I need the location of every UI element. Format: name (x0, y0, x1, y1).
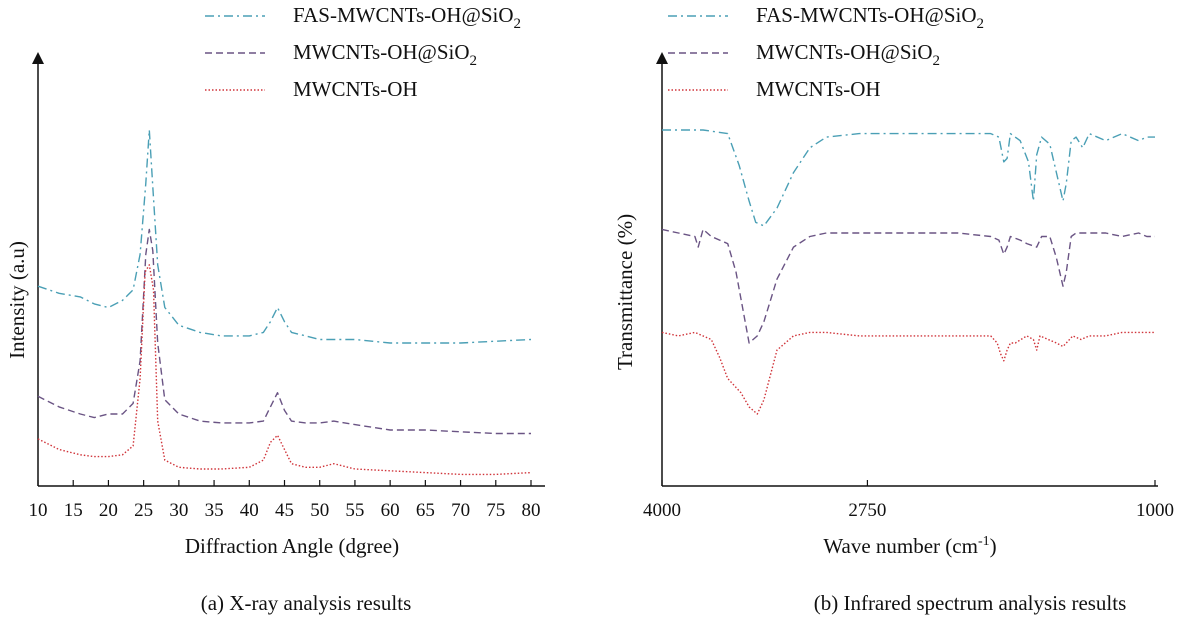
ir-caption: (b) Infrared spectrum analysis results (814, 591, 1127, 615)
ir-legend-label-sub: 2 (933, 53, 941, 69)
ir-legend-label: FAS-MWCNTs-OH@SiO2 (756, 3, 984, 32)
ir-x-tick-label: 1000 (1136, 500, 1174, 521)
ir-legend-label-main: MWCNTs-OH@SiO (756, 40, 933, 64)
xrd-x-tick-label: 75 (486, 500, 505, 521)
ir-legend-label: MWCNTs-OH (756, 77, 881, 101)
xrd-legend-label-sub: 2 (470, 53, 478, 69)
ir-y-axis-label: Transmittance (%) (613, 214, 637, 370)
xrd-x-tick-label: 15 (64, 500, 83, 521)
ir-series-fas (662, 129, 1155, 227)
xrd-legend: FAS-MWCNTs-OH@SiO2MWCNTs-OH@SiO2MWCNTs-O… (205, 3, 521, 101)
ir-x-tick-label: 2750 (848, 500, 886, 521)
xrd-x-tick-label: 45 (275, 500, 294, 521)
xrd-legend-label: MWCNTs-OH (293, 77, 418, 101)
xrd-x-tick-label: 35 (205, 500, 224, 521)
ir-series-group (661, 129, 1155, 415)
xrd-x-tick-label: 30 (169, 500, 188, 521)
xrd-legend-label-main: FAS-MWCNTs-OH@SiO (293, 3, 514, 27)
xrd-x-tick-label: 25 (134, 500, 153, 521)
ir-x-ticks: 4000 2750 1000 (643, 480, 1174, 521)
xrd-x-tick-label: 65 (416, 500, 435, 521)
xrd-y-axis-label: Intensity (a.u) (5, 241, 29, 359)
xrd-series-group (37, 129, 532, 476)
xrd-legend-label-main: MWCNTs-OH@SiO (293, 40, 470, 64)
ir-legend-label: MWCNTs-OH@SiO2 (756, 40, 940, 69)
xrd-x-tick-label: 70 (451, 500, 470, 521)
ir-panel: 4000 2750 1000 Wave number (cm-1) Transmit… (613, 3, 1174, 615)
xrd-x-tick-label: 60 (381, 500, 400, 521)
xrd-x-tick-label: 20 (99, 500, 118, 521)
ir-series-mw (661, 228, 1155, 344)
ir-legend-label-main: FAS-MWCNTs-OH@SiO (756, 3, 977, 27)
xrd-x-tick-label: 80 (522, 500, 541, 521)
xrd-series-fas (37, 129, 532, 344)
ir-x-axis-label: Wave number (cm-1) (823, 534, 996, 558)
ir-legend-label-sub: 2 (977, 16, 985, 32)
xrd-x-tick-label: 10 (29, 500, 48, 521)
ir-x-axis-label-sup: -1 (978, 534, 990, 549)
ir-x-axis-label-end: ) (990, 534, 997, 558)
xrd-x-ticks: 10 15 20 25 30 35 40 45 50 55 60 65 70 75 80 (29, 480, 541, 521)
xrd-x-axis-label: Diffraction Angle (dgree) (185, 534, 399, 558)
ir-legend: FAS-MWCNTs-OH@SiO2MWCNTs-OH@SiO2MWCNTs-O… (668, 3, 984, 101)
ir-x-tick-label: 4000 (643, 500, 681, 521)
xrd-x-tick-label: 50 (310, 500, 329, 521)
xrd-x-tick-label: 40 (240, 500, 259, 521)
xrd-panel: 10 15 20 25 30 35 40 45 50 55 60 65 70 75 80 Diffracti… (5, 3, 545, 615)
xrd-legend-label-main: MWCNTs-OH (293, 77, 418, 101)
ir-legend-label-main: MWCNTs-OH (756, 77, 881, 101)
xrd-caption: (a) X-ray analysis results (201, 591, 412, 615)
xrd-legend-label: MWCNTs-OH@SiO2 (293, 40, 477, 69)
xrd-series-oh (37, 264, 532, 476)
ir-x-axis-label-main: Wave number (cm (823, 534, 978, 558)
xrd-legend-label-sub: 2 (514, 16, 522, 32)
xrd-legend-label: FAS-MWCNTs-OH@SiO2 (293, 3, 521, 32)
ir-series-oh (661, 331, 1155, 415)
xrd-x-tick-label: 55 (345, 500, 364, 521)
xrd-series-mw (37, 228, 531, 435)
